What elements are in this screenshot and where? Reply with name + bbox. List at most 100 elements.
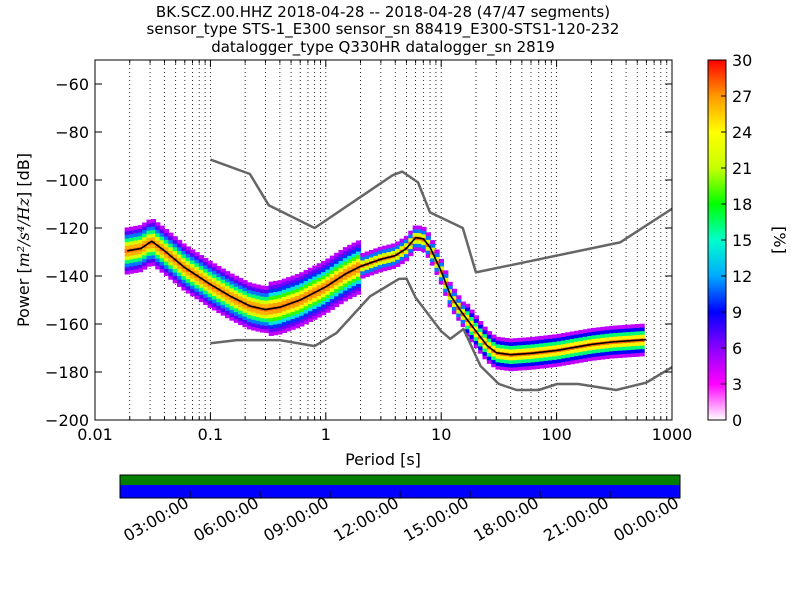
heatmap-cell (347, 259, 353, 264)
heatmap-cell (133, 269, 139, 273)
heatmap-cell (456, 295, 462, 300)
heatmap-cell (255, 320, 261, 325)
heatmap-cell (325, 305, 331, 310)
heatmap-cell (613, 329, 619, 334)
heatmap-cell (491, 352, 497, 357)
heatmap-cell (233, 279, 239, 284)
heatmap-cell (207, 293, 213, 298)
heatmap-cell (364, 265, 370, 270)
heatmap-cell (142, 265, 148, 270)
heatmap-cell (600, 330, 606, 335)
heatmap-cell (286, 327, 292, 332)
heatmap-cell (443, 291, 449, 296)
heatmap-cell (129, 241, 135, 245)
heatmap-cell (129, 269, 135, 274)
heatmap-cell (177, 272, 183, 277)
heatmap-cell (238, 285, 244, 290)
heatmap-cell (403, 257, 410, 262)
heatmap-cell (338, 282, 344, 287)
heatmap-cell (124, 256, 130, 261)
heatmap-cell (229, 302, 235, 307)
y-axis-label-suffix: ] [dB] (14, 153, 33, 198)
heatmap-cell (495, 336, 501, 341)
heatmap-cell (451, 310, 458, 315)
heatmap-cell (225, 271, 231, 276)
heatmap-cell (277, 312, 283, 317)
heatmap-cell (591, 338, 597, 343)
heatmap-cell (321, 278, 327, 283)
heatmap-cell (233, 311, 239, 316)
heatmap-cell (207, 300, 213, 305)
heatmap-cell (259, 314, 266, 319)
heatmap-cell (338, 293, 344, 298)
heatmap-cell (434, 271, 440, 276)
heatmap-cell (508, 345, 514, 350)
heatmap-cell (578, 337, 584, 342)
heatmap-cell (142, 222, 148, 227)
heatmap-cell (225, 285, 231, 290)
heatmap-cell (342, 290, 349, 295)
heatmap-cell (565, 353, 571, 358)
heatmap-cell (386, 262, 392, 267)
heatmap-cell (434, 263, 440, 268)
y-axis-ticks: −200 −180 −160 −140 −120 −100 −80 −60 (45, 75, 672, 430)
heatmap-cell (181, 268, 187, 273)
heatmap-cell (334, 299, 340, 304)
heatmap-cell (556, 362, 562, 367)
heatmap-cell (155, 233, 161, 238)
y-axis-label-prefix: Power [ (14, 267, 33, 327)
heatmap-cell (578, 347, 584, 352)
heatmap-cell (412, 247, 418, 252)
heatmap-cell (251, 290, 257, 295)
heatmap-cell (517, 355, 523, 360)
x-axis-ticks: 0.01 0.1 1 10 100 1000 (77, 60, 692, 444)
heatmap-cell (177, 254, 183, 259)
heatmap-cell (268, 303, 274, 308)
heatmap-cell (342, 293, 349, 298)
heatmap-cell (547, 352, 554, 357)
heatmap-cell (565, 339, 571, 344)
heatmap-cell (325, 290, 331, 295)
heatmap-cell (355, 283, 362, 288)
heatmap-cell (334, 267, 340, 272)
heatmap-cell (482, 348, 488, 353)
heatmap-cell (268, 285, 274, 290)
heatmap-cell (369, 267, 375, 272)
heatmap-cell (595, 330, 602, 335)
colorbar-tick-label: 0 (732, 411, 742, 430)
heatmap-cell (233, 286, 239, 291)
heatmap-cell (521, 344, 527, 349)
heatmap-cell (334, 295, 340, 300)
heatmap-cell (635, 352, 641, 357)
heatmap-cell (181, 247, 187, 251)
heatmap-cell (259, 289, 266, 293)
heatmap-cell (277, 280, 283, 285)
heatmap-cell (351, 260, 357, 265)
heatmap-cell (142, 236, 148, 241)
heatmap-cell (137, 253, 143, 258)
heatmap-cell (294, 292, 301, 296)
heatmap-cell (290, 304, 296, 309)
heatmap-cell (604, 326, 610, 331)
heatmap-cell (478, 338, 484, 343)
heatmap-cell (321, 296, 327, 301)
heatmap-cell (608, 336, 615, 341)
heatmap-cell (290, 279, 296, 284)
heatmap-cell (334, 256, 340, 261)
heatmap-cell (216, 294, 222, 299)
heatmap-cell (133, 240, 139, 245)
heatmap-cell (273, 295, 279, 300)
heatmap-cell (290, 307, 296, 312)
heatmap-cell (142, 254, 148, 259)
heatmap-cell (355, 280, 362, 284)
heatmap-cell (211, 288, 218, 293)
heatmap-cell (495, 365, 501, 370)
heatmap-cell (124, 234, 130, 239)
heatmap-cell (220, 279, 226, 284)
heatmap-cell (321, 264, 327, 269)
heatmap-cell (286, 277, 292, 282)
heatmap-cell (251, 312, 257, 317)
heatmap-cell (600, 355, 606, 360)
heatmap-cell (499, 359, 506, 363)
heatmap-cell (595, 345, 602, 350)
